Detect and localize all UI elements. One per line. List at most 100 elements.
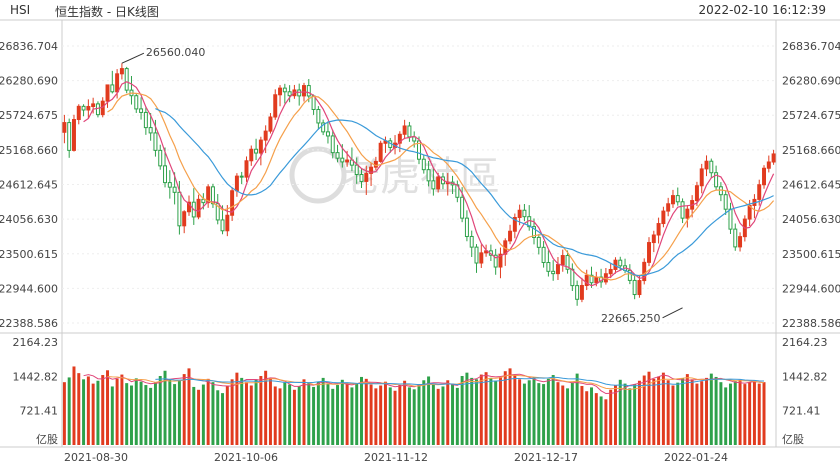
price-tick-right: 22388.586: [782, 317, 840, 330]
price-tick-left: 22944.600: [0, 282, 58, 295]
volume-bar: [364, 378, 368, 445]
volume-bar: [110, 386, 114, 445]
annotation-low-label: 22665.250: [601, 312, 661, 325]
volume-bar: [72, 366, 76, 445]
volume-bar: [345, 383, 349, 445]
volume-bar: [292, 389, 296, 445]
candle-body: [546, 262, 551, 272]
volume-bar: [748, 382, 752, 445]
volume-bar: [470, 377, 474, 445]
candle-body: [258, 139, 263, 154]
price-tick-right: 24056.630: [782, 213, 840, 226]
candle-body: [618, 259, 623, 267]
candle-body: [325, 131, 330, 137]
price-tick-right: 22944.600: [782, 282, 840, 295]
candle-body: [680, 201, 685, 219]
volume-bar: [106, 370, 110, 445]
candle-body: [62, 122, 67, 133]
candle-body: [551, 270, 556, 275]
volume-bar: [307, 383, 311, 445]
volume-bar: [62, 382, 66, 445]
candle-body: [656, 223, 661, 236]
candle-body: [397, 133, 402, 144]
price-tick-left: 26836.704: [0, 40, 58, 53]
candle-body: [704, 160, 709, 170]
volume-bar: [283, 382, 287, 445]
volume-bar: [556, 382, 560, 445]
candle-body: [91, 103, 96, 107]
candle-body: [345, 159, 350, 163]
volume-bar: [153, 382, 157, 445]
volume-bar: [221, 393, 225, 445]
candle-body: [498, 253, 503, 268]
volume-bar: [264, 370, 268, 445]
candle-body: [124, 68, 129, 91]
volume-bar: [316, 381, 320, 445]
candle-body: [369, 166, 374, 174]
candle-body: [637, 280, 642, 296]
volume-bar: [585, 391, 589, 445]
volume-bar: [590, 387, 593, 445]
volume-bar: [379, 385, 383, 445]
candle-body: [417, 140, 421, 160]
volume-bar: [714, 376, 718, 445]
volume-bar: [177, 380, 181, 445]
volume-bar: [139, 381, 143, 445]
candle-body: [373, 160, 378, 168]
volume-bar: [566, 388, 570, 445]
volume-bar: [86, 376, 90, 445]
volume-bar: [537, 383, 541, 445]
candle-body: [402, 125, 407, 135]
candle-body: [493, 254, 498, 268]
candle-body: [766, 161, 771, 169]
candle-body: [278, 87, 283, 96]
volume-bar: [331, 388, 335, 445]
volume-bar: [383, 381, 387, 445]
volume-bar: [417, 384, 421, 445]
volume-bar: [599, 396, 603, 445]
date-tick: 2021-11-12: [364, 451, 428, 464]
price-tick-left: 23500.615: [0, 248, 58, 261]
candle-body: [115, 73, 120, 93]
candle-body: [316, 108, 321, 124]
volume-bar: [374, 388, 378, 445]
volume-bar: [551, 375, 555, 445]
candle-body: [675, 195, 680, 203]
candle-body: [728, 208, 733, 230]
volume-bar: [278, 388, 282, 445]
volume-bar: [604, 399, 608, 445]
candle-body: [321, 122, 326, 133]
price-tick-right: 23500.615: [782, 248, 840, 261]
volume-bar: [570, 382, 574, 445]
volume-bar: [522, 383, 526, 445]
candle-body: [249, 148, 254, 162]
volume-bar: [484, 372, 488, 445]
candle-body: [268, 116, 273, 132]
candle-body: [182, 211, 187, 227]
volume-bar: [527, 380, 531, 445]
volume-bar: [762, 382, 766, 445]
volume-bar: [709, 373, 713, 445]
candle-body: [632, 279, 637, 296]
candle-body: [239, 175, 244, 178]
volume-bar: [637, 380, 641, 445]
candle-body: [733, 228, 738, 248]
volume-bar: [609, 389, 613, 445]
volume-bar: [436, 388, 440, 445]
candle-body: [464, 217, 469, 237]
volume-bar: [134, 378, 138, 445]
candle-body: [670, 195, 675, 205]
volume-bar: [201, 384, 205, 445]
candle-body: [522, 209, 527, 218]
volume-bar: [393, 390, 397, 445]
date-tick: 2021-10-06: [214, 451, 278, 464]
volume-bar: [446, 380, 450, 445]
candle-body: [666, 203, 671, 212]
candle-body: [254, 148, 259, 154]
volume-bar: [652, 378, 656, 445]
candle-body: [421, 158, 426, 171]
candle-body: [651, 234, 656, 244]
candle-body: [287, 91, 292, 97]
volume-tick-right: 2164.23: [782, 336, 828, 349]
